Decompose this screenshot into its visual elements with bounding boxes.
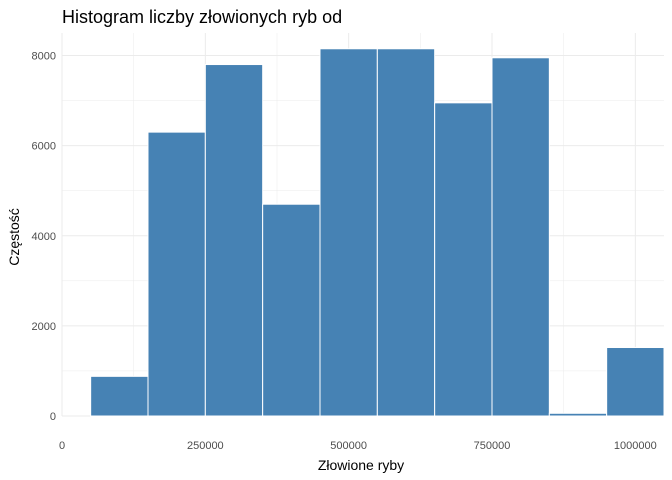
histogram-bar xyxy=(90,375,149,417)
x-axis-label: Złowione ryby xyxy=(318,457,404,473)
y-tick-label: 0 xyxy=(50,411,56,423)
histogram-bar xyxy=(434,102,493,417)
histogram-bar xyxy=(262,203,321,417)
x-axis-ticks: 0 250000 500000 750000 1000000 xyxy=(59,440,657,452)
y-tick-label: 4000 xyxy=(32,231,56,243)
y-axis-ticks: 0 2000 4000 6000 8000 xyxy=(32,51,56,423)
histogram-bar xyxy=(204,64,264,417)
x-tick-label: 750000 xyxy=(474,440,511,452)
y-tick-label: 6000 xyxy=(32,141,56,153)
x-tick-label: 0 xyxy=(59,440,65,452)
histogram-bar xyxy=(491,57,550,417)
histogram-bars xyxy=(90,48,665,417)
y-axis-label: Częstość xyxy=(6,208,22,266)
chart-title: Histogram liczby złowionych ryb od xyxy=(62,7,342,27)
x-tick-label: 500000 xyxy=(330,440,367,452)
histogram-bar xyxy=(319,48,378,417)
histogram-bar xyxy=(548,412,608,417)
x-tick-label: 250000 xyxy=(187,440,224,452)
histogram-bar xyxy=(147,131,206,417)
y-tick-label: 8000 xyxy=(32,51,56,63)
x-tick-label: 1000000 xyxy=(614,440,657,452)
histogram-bar xyxy=(606,347,665,417)
histogram-bar xyxy=(376,48,436,417)
y-tick-label: 2000 xyxy=(32,321,56,333)
